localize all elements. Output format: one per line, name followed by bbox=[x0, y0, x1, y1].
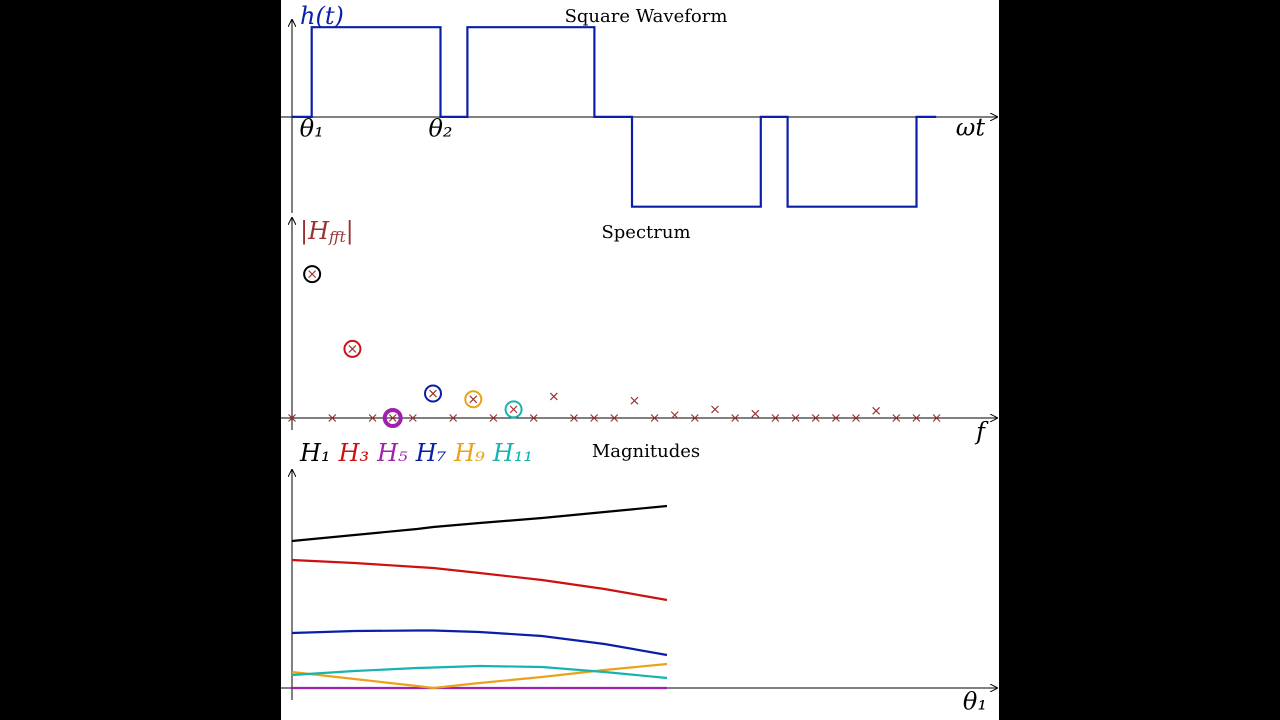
data-line bbox=[291, 664, 668, 680]
harmonic-circle bbox=[343, 339, 362, 358]
cross-marker bbox=[711, 405, 719, 414]
chart-title: Magnitudes bbox=[592, 441, 700, 462]
harmonic-circle bbox=[303, 265, 322, 284]
y-axis-label-part: | bbox=[346, 217, 354, 246]
data-line bbox=[291, 504, 668, 543]
cross-marker bbox=[932, 414, 941, 422]
cross-marker bbox=[650, 414, 659, 422]
cross-marker bbox=[590, 414, 599, 422]
cross-marker bbox=[328, 414, 337, 422]
y-axis-label: |Hfft| bbox=[300, 217, 354, 247]
data-line bbox=[291, 629, 668, 657]
annotation: θ₁ bbox=[300, 114, 324, 142]
y-axis-label: h(t) bbox=[300, 2, 344, 30]
cross-marker bbox=[469, 395, 478, 404]
legend-entry: H₁ bbox=[299, 439, 331, 467]
data-line bbox=[291, 558, 668, 602]
cross-marker bbox=[610, 414, 619, 422]
y-axis-label-part: fft bbox=[328, 228, 347, 246]
legend: H₁ H₃ H₅ H₇ H₉ H₁₁ bbox=[299, 439, 533, 467]
cross-marker bbox=[690, 414, 699, 422]
cross-marker bbox=[368, 414, 377, 422]
cross-marker bbox=[852, 414, 860, 422]
chart-title: Spectrum bbox=[601, 222, 690, 243]
cross-marker bbox=[570, 414, 578, 422]
cross-marker bbox=[449, 414, 458, 422]
cross-marker bbox=[348, 345, 357, 353]
legend-entry: H₅ bbox=[376, 439, 408, 467]
cross-marker bbox=[408, 414, 417, 422]
cross-marker bbox=[892, 414, 901, 422]
y-axis-label-part: |H bbox=[300, 217, 330, 246]
legend-entry: H₇ bbox=[415, 439, 447, 467]
cross-marker bbox=[429, 389, 437, 398]
cross-marker bbox=[831, 414, 840, 422]
cross-marker bbox=[670, 411, 679, 420]
cross-marker bbox=[872, 406, 881, 415]
cross-marker bbox=[549, 392, 558, 401]
cross-marker bbox=[388, 414, 397, 422]
harmonic-circle bbox=[504, 400, 523, 419]
cross-marker bbox=[731, 414, 740, 422]
y-axis-label-part: h(t) bbox=[300, 2, 344, 30]
cross-marker bbox=[791, 414, 800, 422]
harmonic-circle bbox=[382, 408, 403, 428]
x-axis-label: θ₁ bbox=[963, 688, 987, 716]
legend-entry: H₁₁ bbox=[492, 439, 533, 467]
cross-marker bbox=[630, 396, 639, 405]
cross-marker bbox=[308, 270, 317, 279]
harmonic-circle bbox=[464, 390, 483, 409]
cross-marker bbox=[529, 414, 538, 422]
cross-marker bbox=[771, 414, 780, 422]
cross-marker bbox=[288, 414, 296, 422]
x-axis-label: ωt bbox=[956, 114, 986, 142]
cross-marker bbox=[489, 414, 498, 422]
cross-marker bbox=[751, 409, 760, 418]
legend-entry: H₃ bbox=[338, 439, 370, 467]
cross-marker bbox=[811, 414, 820, 422]
legend-entry: H₉ bbox=[453, 439, 485, 467]
panel bbox=[281, 0, 999, 720]
harmonic-circle bbox=[424, 384, 442, 403]
data-line bbox=[292, 26, 937, 208]
annotation: θ₂ bbox=[428, 114, 452, 142]
chart-title: Square Waveform bbox=[565, 6, 728, 27]
cross-marker bbox=[509, 405, 518, 414]
cross-marker bbox=[912, 414, 921, 422]
